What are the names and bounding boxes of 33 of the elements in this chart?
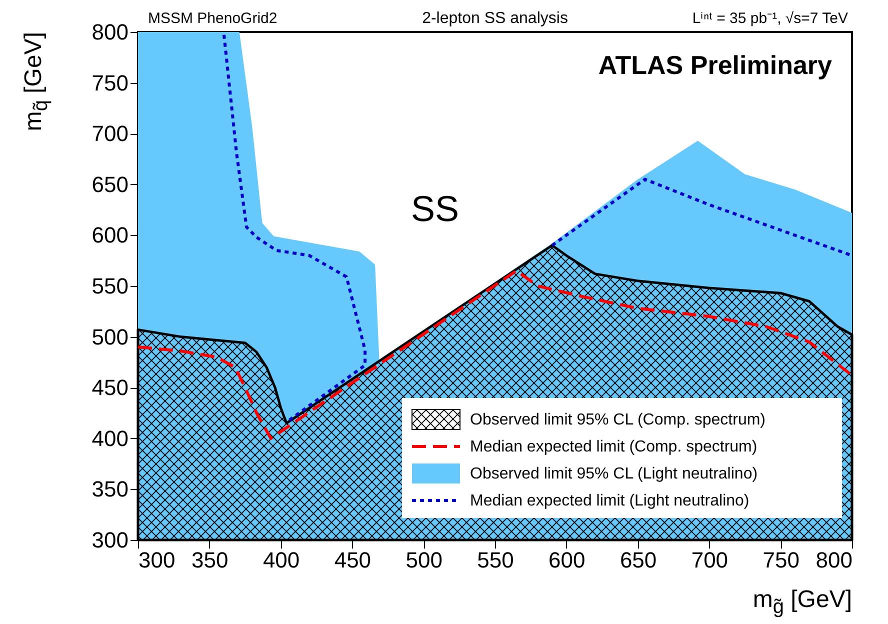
y-tick-label: 750 bbox=[92, 70, 128, 96]
x-tick-label: 500 bbox=[406, 548, 442, 572]
legend-label: Observed limit 95% CL (Comp. spectrum) bbox=[470, 412, 766, 428]
y-tick-label: 450 bbox=[92, 375, 128, 400]
x-tick-label: 800 bbox=[816, 548, 852, 572]
line-series bbox=[136, 269, 854, 440]
x-tick-label: 550 bbox=[477, 548, 514, 572]
legend-label: Observed limit 95% CL (Light neutralino) bbox=[470, 466, 758, 482]
x-tick-label: 600 bbox=[548, 548, 586, 572]
x-tick-label: 650 bbox=[620, 548, 657, 572]
x-tick-label: 750 bbox=[762, 548, 800, 572]
y-tick-label: 700 bbox=[92, 121, 128, 146]
x-tick-label: 300 bbox=[138, 548, 176, 572]
annotation: ATLAS Preliminary bbox=[598, 50, 833, 80]
x-tick-label: 350 bbox=[192, 548, 228, 572]
y-tick-label: 300 bbox=[92, 528, 128, 552]
annotation: SS bbox=[410, 188, 460, 229]
y-tick-label: 600 bbox=[92, 222, 128, 248]
x-tick-label: 400 bbox=[262, 548, 300, 572]
text: Lⁱⁿᵗ = 35 pb⁻¹, √s=7 TeV bbox=[692, 10, 848, 27]
y-tick-label: 550 bbox=[92, 274, 128, 298]
x-tick-label: 450 bbox=[334, 548, 372, 572]
x-axis-title: m$_{g̃}$ [GeV] bbox=[752, 586, 852, 618]
y-tick-label: 350 bbox=[92, 476, 128, 502]
legend-label: Median expected limit (Comp. spectrum) bbox=[470, 438, 758, 456]
y-tick-label: 400 bbox=[92, 426, 128, 451]
chart-title: 2-lepton SS analysis bbox=[422, 10, 568, 27]
y-tick-label: 650 bbox=[92, 172, 128, 197]
text: MSSM PhenoGrid2 bbox=[148, 10, 278, 27]
y-tick-label: 800 bbox=[92, 20, 128, 44]
legend-label: Median expected limit (Light neutralino) bbox=[470, 492, 750, 510]
y-tick-label: 500 bbox=[92, 324, 128, 350]
x-tick-label: 700 bbox=[691, 548, 728, 572]
